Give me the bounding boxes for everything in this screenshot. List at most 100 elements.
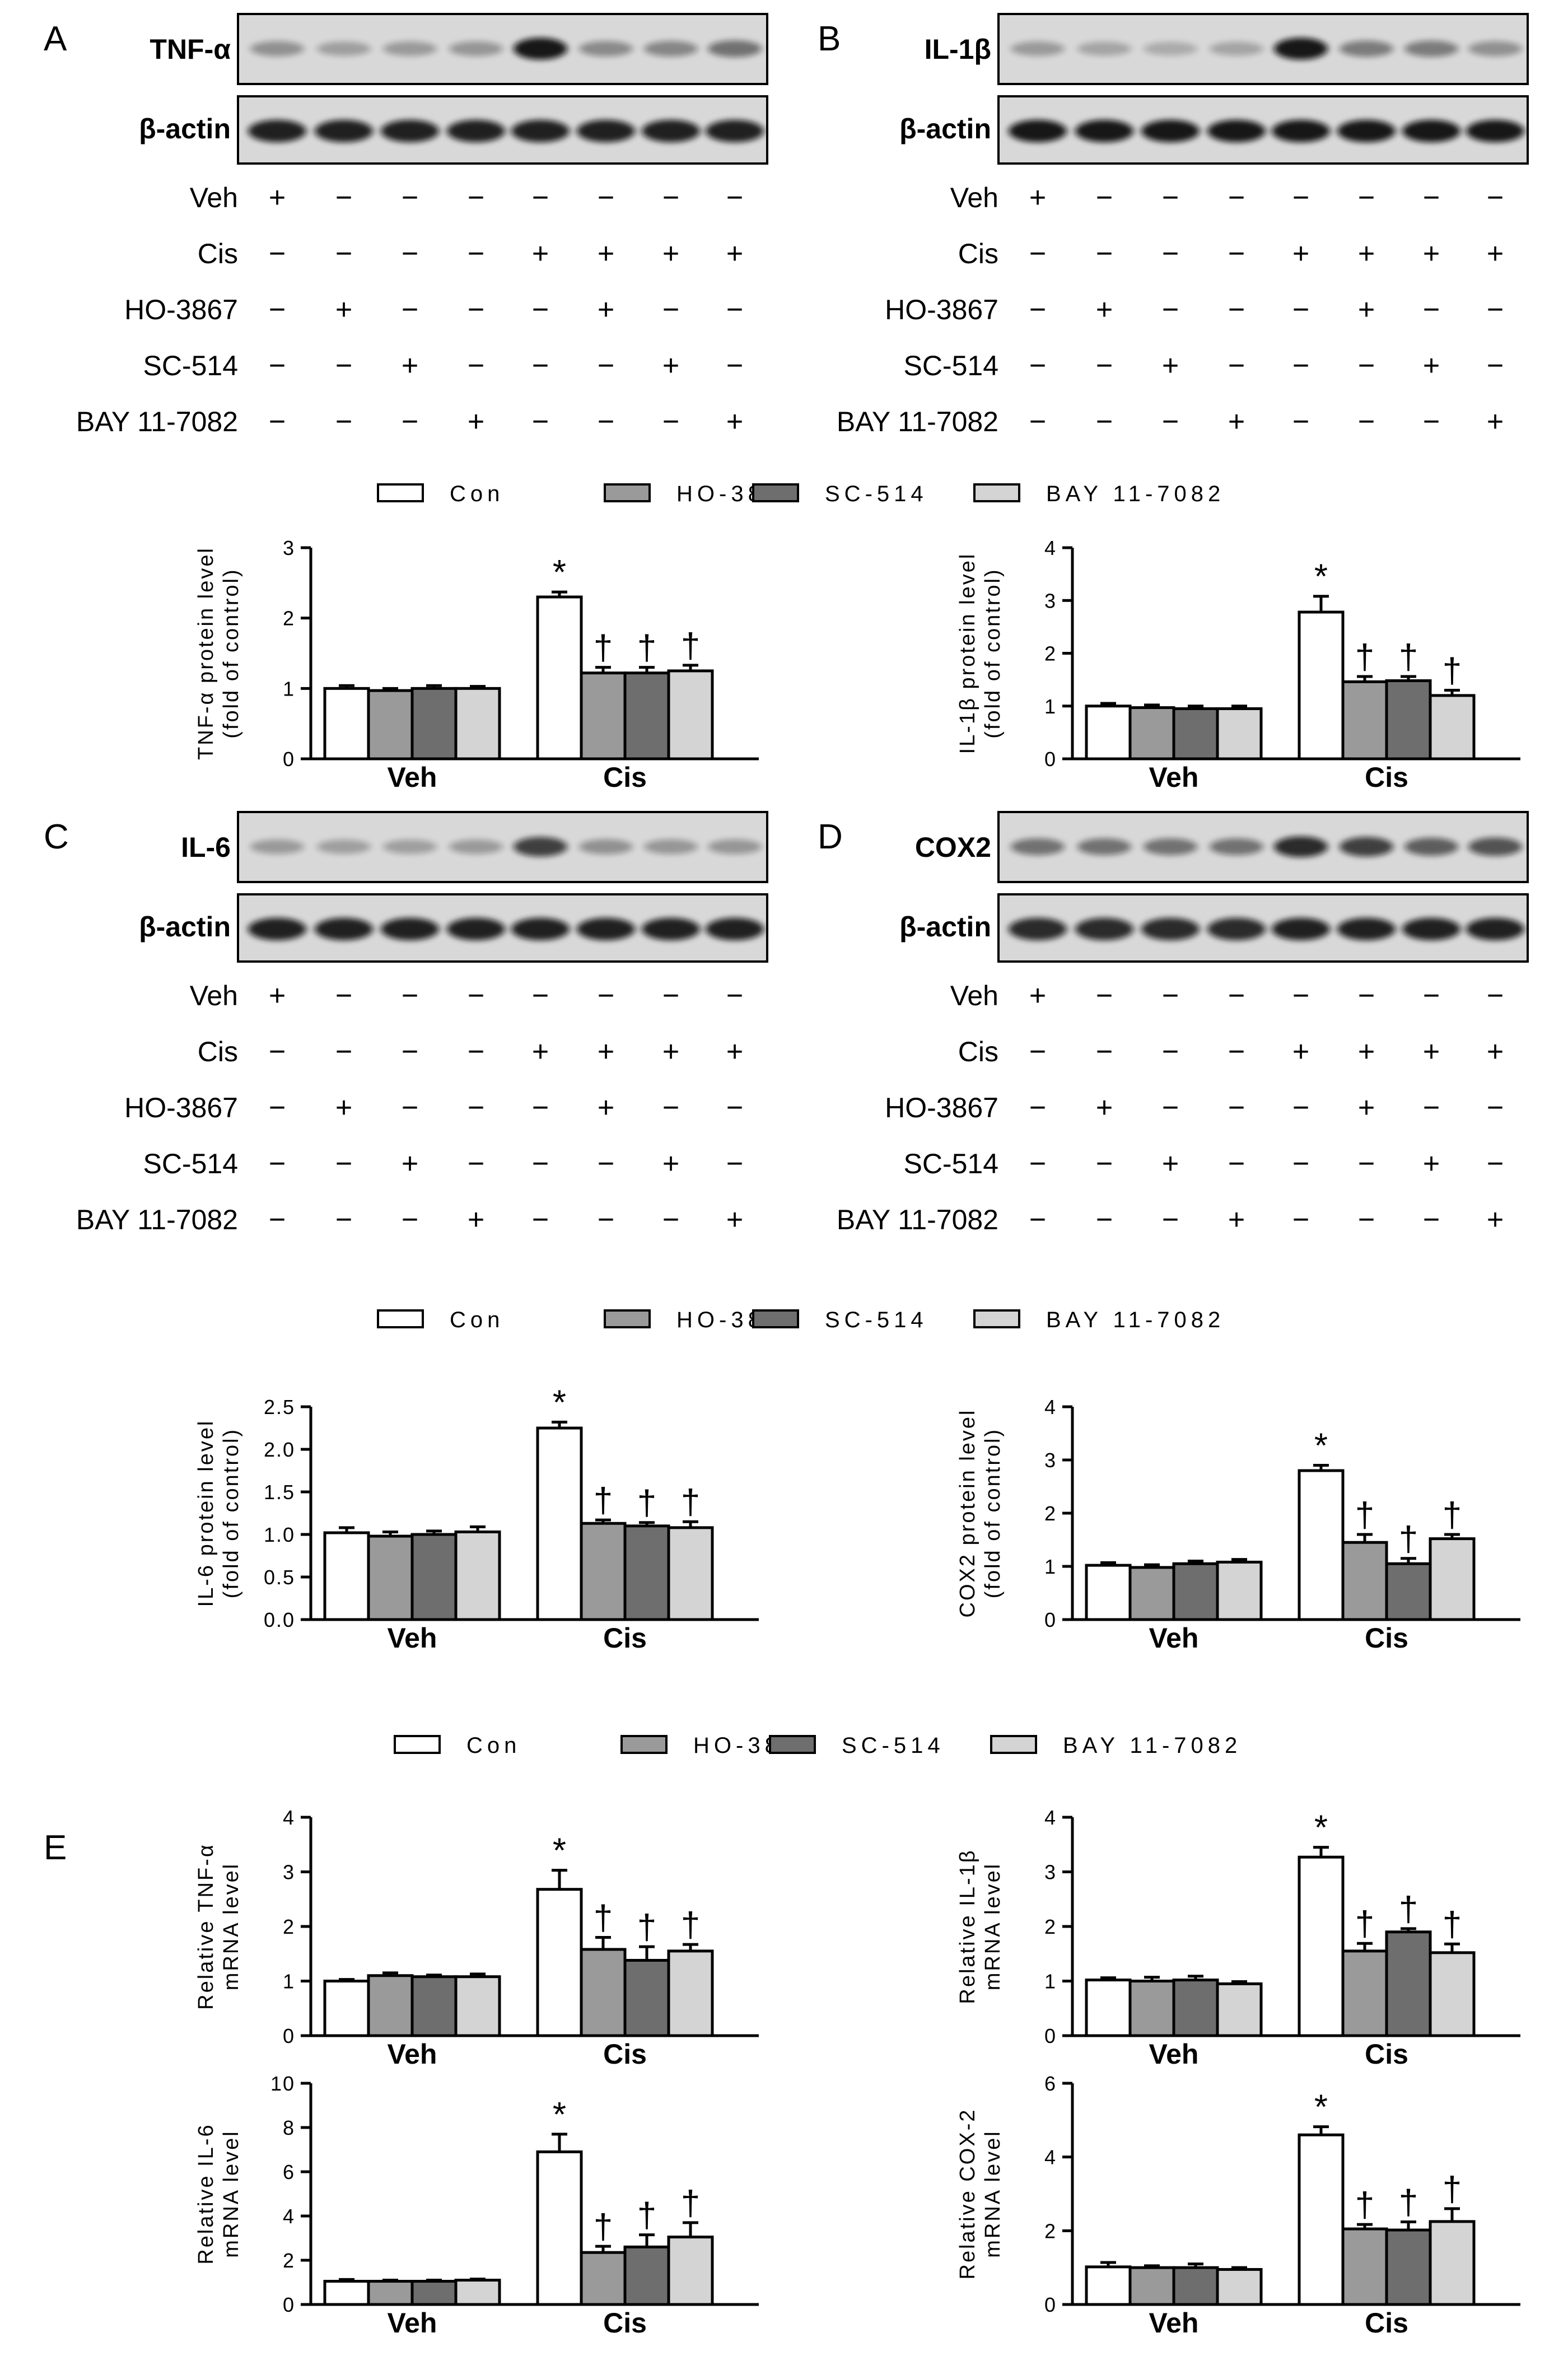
bar-con-veh bbox=[323, 687, 370, 761]
bar-sc-514-cis bbox=[623, 671, 670, 761]
bar-con-veh bbox=[1085, 1979, 1132, 2037]
treatment-sign: − bbox=[598, 979, 614, 1012]
significance-mark: * bbox=[553, 1832, 566, 1870]
treatment-sign: − bbox=[402, 1035, 418, 1068]
bar-ho-3867-cis bbox=[580, 2251, 627, 2306]
y-tick-label: 1 bbox=[1044, 695, 1057, 718]
significance-mark: † bbox=[637, 2196, 656, 2235]
target-band bbox=[1144, 838, 1197, 855]
treatment-sign: − bbox=[402, 181, 418, 214]
category-label: Cis bbox=[1365, 1622, 1408, 1654]
y-tick-label: 0 bbox=[283, 748, 295, 771]
bar-sc-514-veh bbox=[1172, 1979, 1219, 2037]
bar-ho-3867-veh bbox=[1128, 1980, 1175, 2037]
target-band bbox=[514, 837, 567, 857]
treatment-sign: − bbox=[1162, 1035, 1179, 1068]
treatment-sign: + bbox=[598, 1035, 614, 1068]
treatment-sign: + bbox=[1423, 237, 1440, 270]
bar-bay-11-7082-veh bbox=[1216, 2268, 1263, 2306]
treatment-label: HO-3867 bbox=[124, 1092, 238, 1123]
bar-sc-514-cis bbox=[1385, 679, 1432, 761]
significance-mark: † bbox=[1443, 2170, 1462, 2209]
category-label: Veh bbox=[388, 2038, 437, 2070]
bar-bay-11-7082-veh bbox=[1216, 1560, 1263, 1621]
y-axis-subtitle: mRNA level bbox=[220, 2130, 243, 2258]
loading-band bbox=[1075, 918, 1133, 940]
treatment-sign: − bbox=[662, 405, 679, 438]
bar-bay-11-7082-cis bbox=[667, 669, 714, 761]
loading-band bbox=[642, 918, 700, 940]
loading-band bbox=[1337, 918, 1396, 940]
treatment-sign: + bbox=[1228, 405, 1245, 438]
category-label: Veh bbox=[388, 1622, 437, 1654]
treatment-sign: − bbox=[598, 1147, 614, 1180]
treatment-sign: − bbox=[1096, 1147, 1113, 1180]
treatment-sign: − bbox=[1096, 181, 1113, 214]
y-tick-label: 0.0 bbox=[264, 1608, 295, 1631]
y-tick-label: 0 bbox=[283, 2024, 295, 2047]
target-band bbox=[1468, 837, 1522, 856]
treatment-sign: − bbox=[1096, 1203, 1113, 1236]
bar-bay-11-7082-cis bbox=[1429, 1537, 1476, 1621]
category-label: Cis bbox=[603, 762, 647, 793]
legend-label: Con bbox=[466, 1733, 521, 1758]
treatment-sign: − bbox=[1423, 1203, 1440, 1236]
treatment-sign: − bbox=[1358, 979, 1375, 1012]
treatment-label: SC-514 bbox=[903, 350, 998, 381]
legend-swatch bbox=[752, 1309, 799, 1328]
treatment-sign: − bbox=[726, 979, 743, 1012]
panel-letter: D bbox=[818, 818, 843, 856]
treatment-sign: − bbox=[402, 293, 418, 326]
bar-con-veh bbox=[1085, 705, 1132, 761]
y-tick-label: 0 bbox=[1044, 2293, 1057, 2316]
legend: Con HO-3867 SC-514 BAY 11-7082 bbox=[394, 1733, 1237, 1758]
y-tick-label: 2 bbox=[283, 607, 295, 630]
bar-bay-11-7082-cis bbox=[1429, 694, 1476, 761]
target-band bbox=[1210, 838, 1263, 855]
treatment-sign: + bbox=[662, 1035, 679, 1068]
treatment-sign: + bbox=[1358, 293, 1375, 326]
y-tick-label: 2.0 bbox=[264, 1438, 295, 1461]
target-band bbox=[1340, 837, 1393, 857]
bar-ho-3867-cis bbox=[1341, 1541, 1388, 1621]
y-axis-subtitle: (fold of control) bbox=[220, 568, 243, 738]
treatment-sign: + bbox=[726, 1035, 743, 1068]
treatment-sign: − bbox=[402, 1203, 418, 1236]
bar-con-cis bbox=[536, 1888, 583, 2037]
bar-sc-514-veh bbox=[410, 1975, 458, 2037]
significance-mark: † bbox=[637, 629, 656, 668]
y-tick-label: 3 bbox=[1044, 1861, 1057, 1884]
loading-band bbox=[315, 120, 373, 142]
treatment-sign: − bbox=[402, 237, 418, 270]
loading-band bbox=[706, 918, 764, 940]
significance-mark: * bbox=[1314, 2088, 1328, 2127]
legend-label: Con bbox=[450, 1308, 504, 1332]
panel-letter-e: E bbox=[44, 1828, 67, 1867]
treatment-sign: − bbox=[1162, 181, 1179, 214]
legend: Con HO-3867 SC-514 BAY 11-7082 bbox=[377, 482, 1220, 506]
bar-ho-3867-cis bbox=[1341, 1949, 1388, 2037]
treatment-sign: − bbox=[1487, 293, 1504, 326]
target-band bbox=[1210, 41, 1263, 56]
treatment-sign: − bbox=[1096, 237, 1113, 270]
treatment-label: BAY 11-7082 bbox=[76, 406, 238, 437]
y-tick-label: 3 bbox=[1044, 1449, 1057, 1472]
bar-chart-7: Veh * † † † Cis 0 2 4 6 8 10 Relative IL-6 mRNA level bbox=[194, 2072, 759, 2339]
loading-band bbox=[511, 918, 570, 940]
treatment-sign: − bbox=[726, 181, 743, 214]
treatment-sign: − bbox=[269, 293, 286, 326]
treatment-sign: − bbox=[335, 979, 352, 1012]
y-axis-title: Relative IL-6 bbox=[194, 2123, 218, 2264]
treatment-sign: + bbox=[532, 237, 549, 270]
y-tick-label: 1.0 bbox=[264, 1523, 295, 1546]
legend-swatch bbox=[752, 483, 799, 502]
loading-band bbox=[1272, 918, 1330, 940]
y-tick-label: 3 bbox=[283, 1861, 295, 1884]
category-label: Cis bbox=[603, 2307, 647, 2339]
treatment-label: Veh bbox=[190, 980, 238, 1011]
bar-ho-3867-cis bbox=[580, 671, 627, 761]
bar-con-veh bbox=[323, 1531, 370, 1621]
treatment-sign: + bbox=[468, 405, 484, 438]
legend-swatch bbox=[377, 1309, 424, 1328]
target-band bbox=[250, 41, 304, 57]
